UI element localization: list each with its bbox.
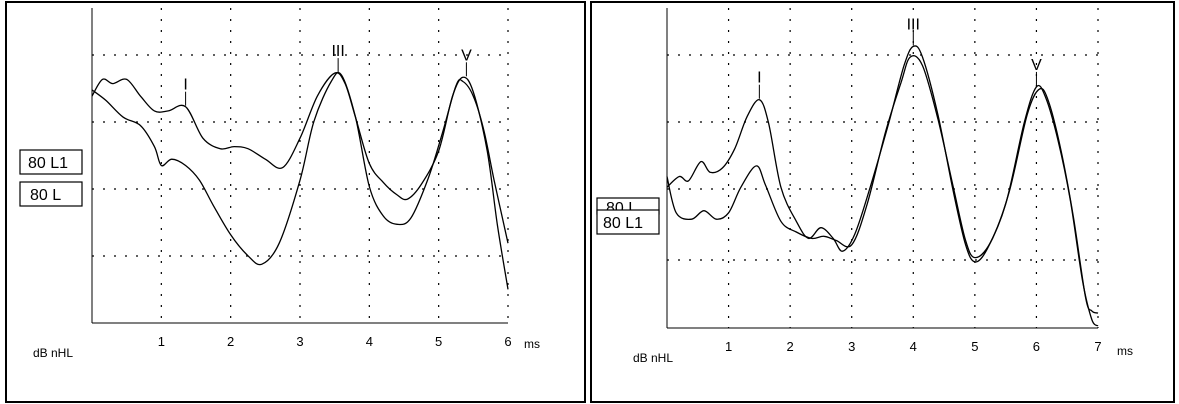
right-x-tick-6: 6 — [1033, 339, 1040, 354]
left-peak-label-i: I — [183, 77, 187, 94]
right-ylabel: dB nHL — [633, 351, 673, 365]
right-x-tick-5: 5 — [971, 339, 978, 354]
right-axes — [666, 8, 1098, 329]
left-xlabel: ms — [524, 337, 540, 351]
left-peak-label-iii: III — [331, 43, 344, 60]
left-legend-80-l: 80 L — [19, 181, 83, 207]
left-peak-label-v: V — [461, 47, 472, 64]
left-x-tick-2: 2 — [227, 334, 234, 349]
left-x-tick-4: 4 — [366, 334, 373, 349]
left-legend-label-80-l: 80 L — [30, 187, 61, 204]
right-series-80-l — [666, 55, 1099, 314]
left-series-80-l — [91, 71, 509, 266]
right-panel-frame — [590, 1, 1175, 403]
right-x-tick-7: 7 — [1094, 339, 1101, 354]
right-x-tick-1: 1 — [725, 339, 732, 354]
right-legend-80-l1: 80 L1 — [596, 209, 660, 235]
right-xlabel: ms — [1117, 344, 1133, 358]
left-x-tick-1: 1 — [158, 334, 165, 349]
right-tick-labels: 1 2 3 4 5 6 7 — [725, 339, 1102, 354]
left-x-tick-6: 6 — [504, 334, 511, 349]
left-tick-labels: 1 2 3 4 5 6 — [158, 334, 512, 349]
right-x-tick-3: 3 — [848, 339, 855, 354]
right-x-tick-2: 2 — [787, 339, 794, 354]
left-x-tick-5: 5 — [435, 334, 442, 349]
right-peak-label-i: I — [757, 70, 761, 87]
right-series — [666, 45, 1099, 327]
right-peak-label-v: V — [1031, 57, 1042, 74]
left-x-tick-3: 3 — [296, 334, 303, 349]
left-legend-80-l1: 80 L1 — [19, 149, 83, 175]
right-x-tick-4: 4 — [910, 339, 917, 354]
left-legend-label-80-l1: 80 L1 — [28, 155, 68, 172]
left-axes — [91, 8, 508, 324]
right-peak-label-iii: III — [907, 16, 920, 33]
right-legend-label-80-l1: 80 L1 — [603, 215, 643, 232]
left-ylabel: dB nHL — [33, 346, 73, 360]
left-series — [91, 71, 509, 290]
left-panel-frame — [5, 1, 586, 403]
